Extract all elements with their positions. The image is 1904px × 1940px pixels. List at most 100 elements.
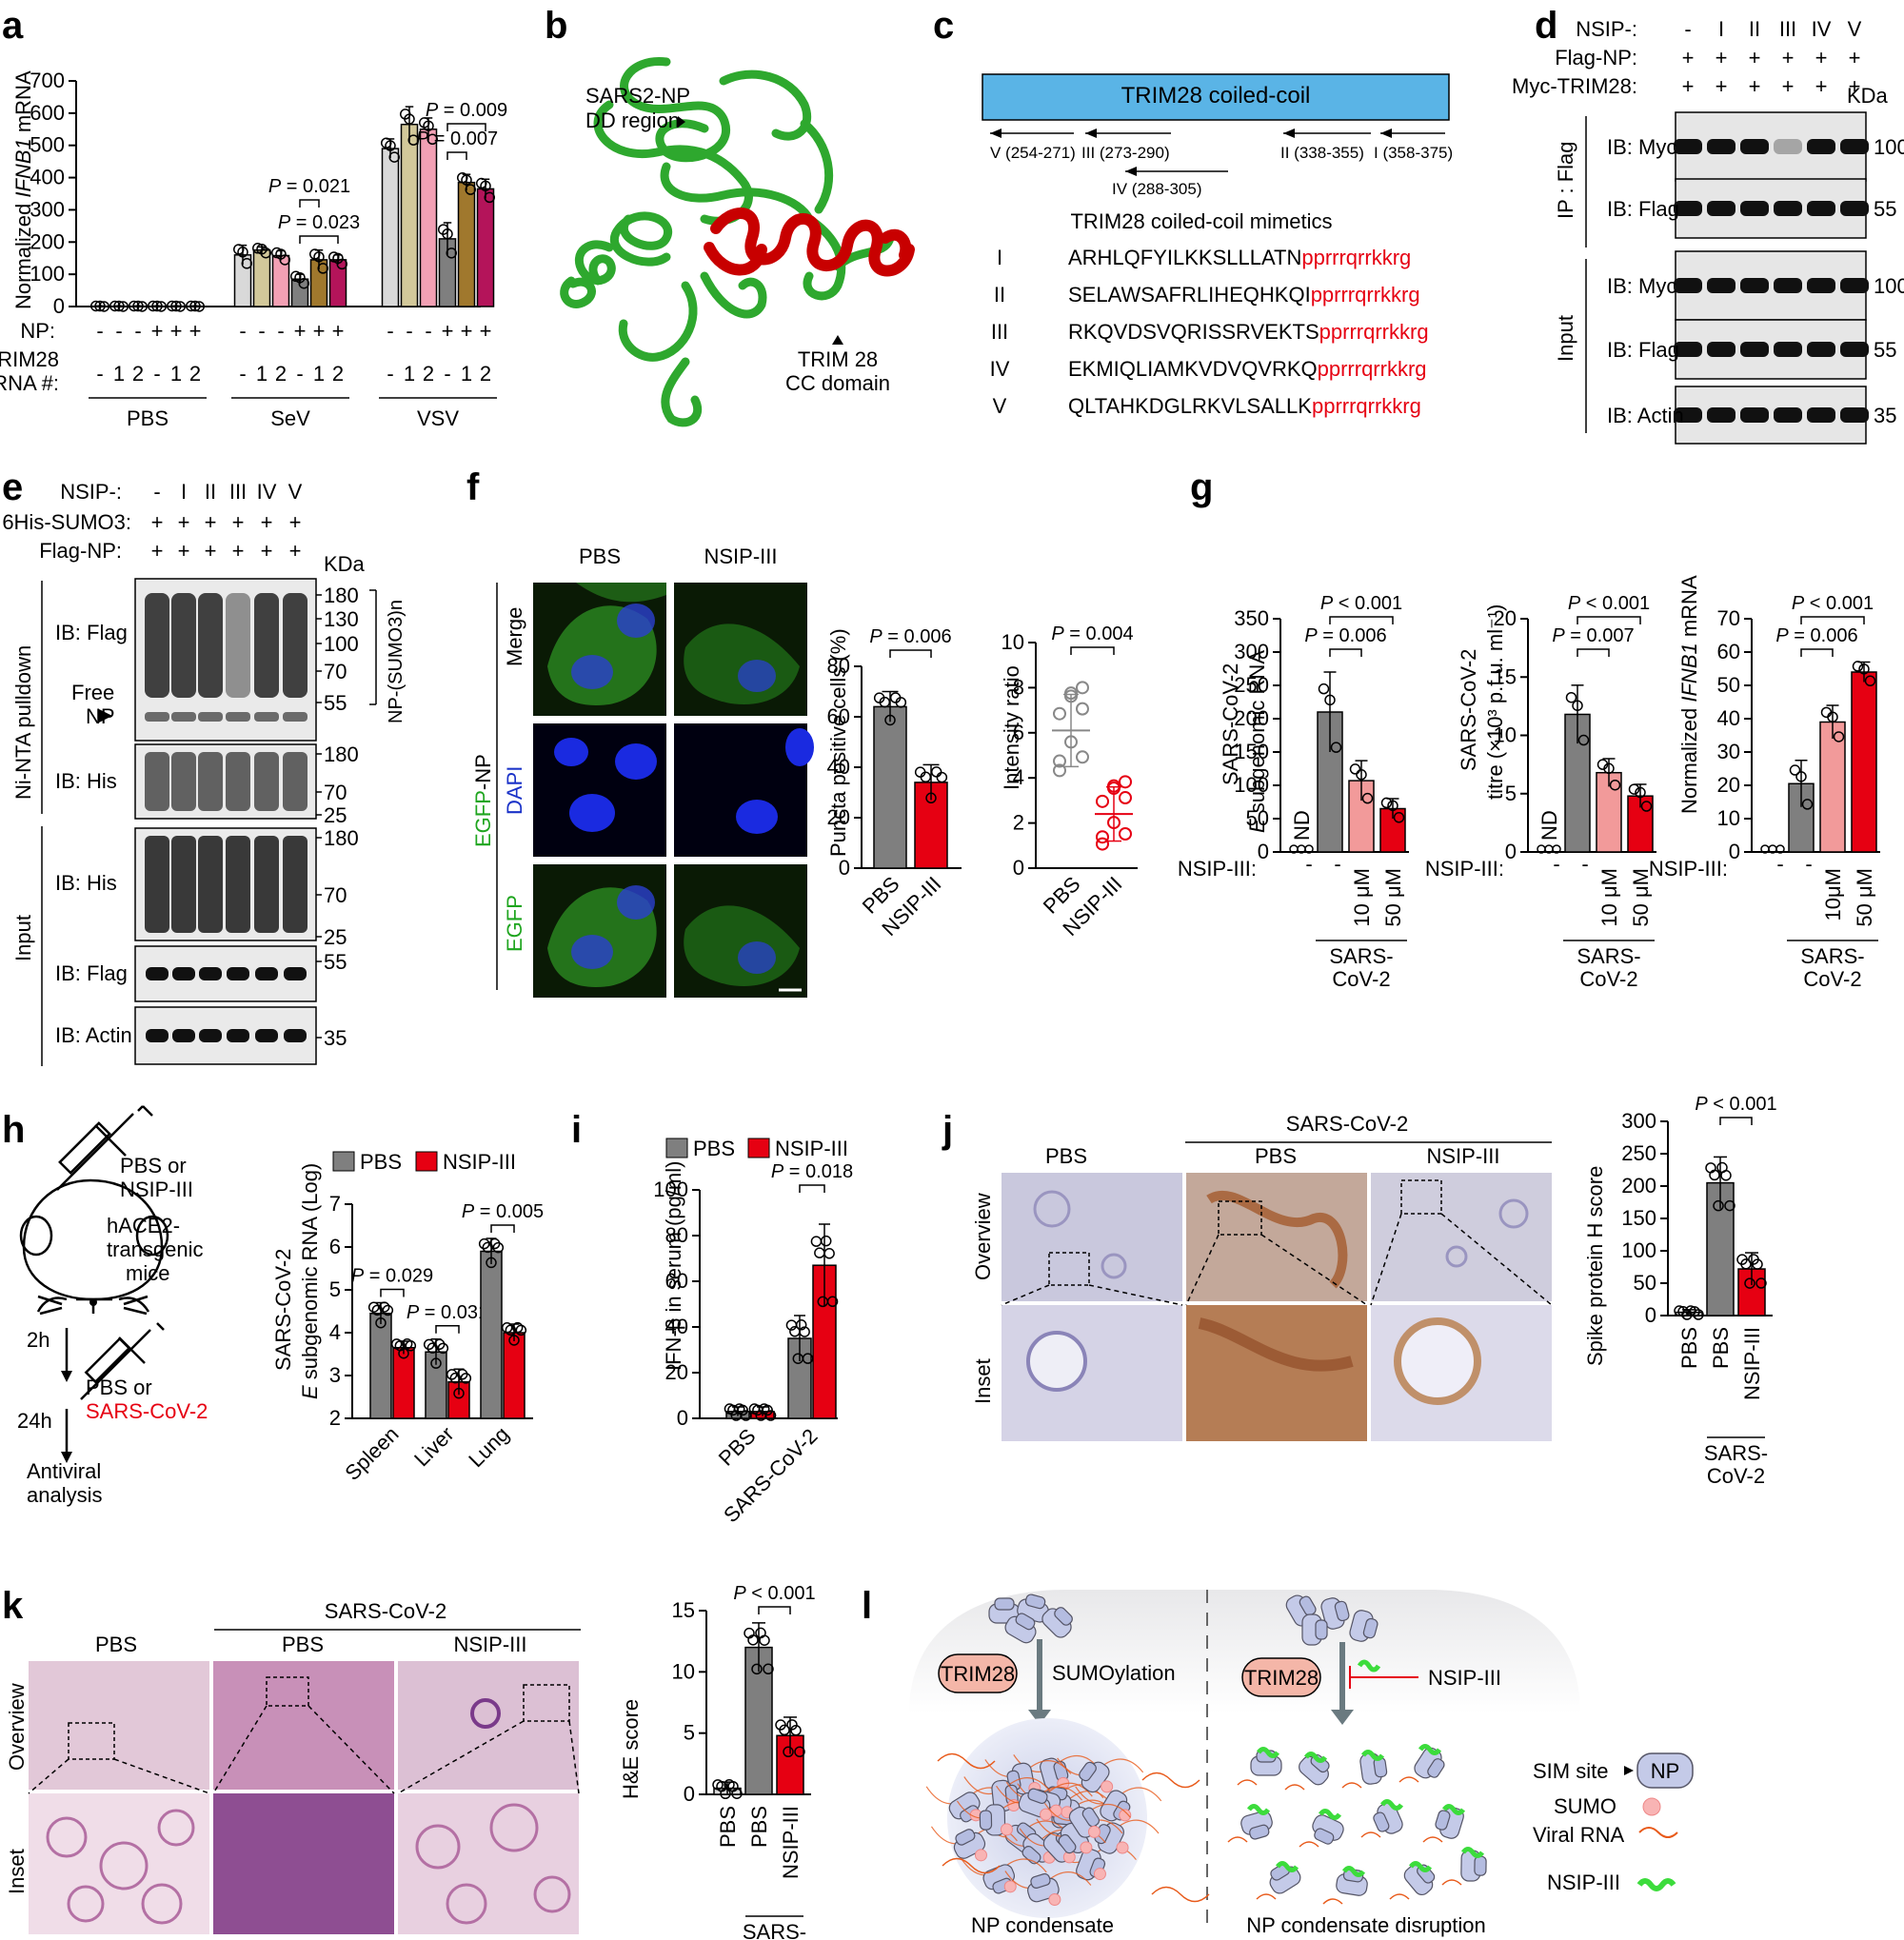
f2-pvalue-bracket (1070, 646, 1115, 655)
d-band (1774, 278, 1802, 293)
f1-point (925, 792, 937, 804)
g3-ytick-label: 60 (1717, 640, 1740, 663)
g1-ytick-label: 100 (1234, 773, 1269, 797)
d-lane-nsip: IV (1812, 17, 1832, 41)
g3-point (1833, 731, 1845, 742)
l-condensate-label: NP condensate (971, 1913, 1114, 1937)
a-point (423, 120, 434, 131)
f2-point (1096, 794, 1109, 808)
a-np-label: NP: (20, 319, 55, 343)
c-peptide-tail: pprrrqrrkkrg (1301, 246, 1411, 269)
p-italic: P (407, 1302, 420, 1323)
g2-point (1552, 844, 1561, 854)
e-smear (226, 593, 250, 698)
a-chart: 0100200300400500600700---1-2+-+1+2---1-2… (30, 69, 507, 386)
f1-point (936, 771, 948, 783)
d-band (1707, 342, 1735, 357)
e-lane-nsip: II (205, 480, 216, 504)
e-blot-label: IB: His (55, 871, 117, 895)
e-lane-flag: + (178, 539, 190, 563)
d-row-nsip: NSIP-: (1576, 17, 1637, 41)
f1-point (884, 714, 896, 726)
g1-x-label: - (1334, 852, 1340, 876)
h-point (446, 1369, 458, 1380)
f1-ytick-label: 20 (827, 805, 850, 829)
d-lane-myc: + (1716, 74, 1728, 98)
f2-point (1076, 702, 1089, 716)
e-free-np-band (226, 712, 250, 722)
l-np-free (1240, 1811, 1273, 1840)
h-bar (480, 1250, 503, 1419)
d-marker: 55 (1874, 197, 1896, 221)
g1-group-label: CoV-2 (1332, 967, 1390, 991)
k-point (786, 1719, 798, 1731)
a-np-mark: - (96, 319, 103, 343)
h-point (508, 1335, 520, 1346)
d-lane-nsip: III (1779, 17, 1796, 41)
l-viral-rna (1441, 1879, 1462, 1886)
j-x-label: NSIP-III (1740, 1327, 1764, 1400)
d-band (1840, 139, 1869, 154)
g3-x-label: - (1776, 852, 1783, 876)
h-point (486, 1257, 497, 1269)
p-italic: P (278, 212, 291, 233)
d-lane-nsip: II (1749, 17, 1760, 41)
f2-ytick-label: 0 (1013, 856, 1024, 880)
a-shrna-mark: 2 (189, 362, 201, 386)
g3-bar (1851, 671, 1877, 853)
j-point (1724, 1199, 1735, 1212)
i-ytick-label: 40 (665, 1315, 688, 1338)
d-band (1674, 407, 1702, 423)
l-sumo (1101, 1780, 1114, 1793)
g2-x-label: 10 μM (1597, 868, 1621, 927)
g1-ytick-label: 0 (1258, 840, 1269, 863)
c-arrowheads (990, 129, 1392, 176)
j-pvalue-bracket (1719, 1117, 1753, 1125)
e-row-flag: Flag-NP: (39, 539, 122, 563)
b-np-pointer (678, 116, 685, 128)
c-peptide-tail: pprrrqrrkkrg (1311, 283, 1420, 307)
k-point (720, 1788, 731, 1800)
h-point (460, 1373, 472, 1384)
e-free-np-arrow (99, 709, 112, 723)
l-background (909, 1590, 1580, 1713)
f-col-nsip: NSIP-III (704, 544, 777, 568)
a-point (260, 247, 271, 259)
a-point (313, 251, 325, 263)
g3-point (1801, 799, 1814, 810)
g2-nd: ND (1537, 810, 1561, 841)
a-shrna-label-2: shRNA #: (0, 371, 59, 395)
a-point (237, 247, 248, 258)
h-point (367, 1301, 380, 1313)
e-smear (254, 752, 279, 811)
h-chart: 2 3 4 5 6 7 Spleen P = 0.029 Liver P = 0.031 Lung P… (329, 1192, 544, 1485)
l-nsip-bound (1341, 1866, 1366, 1877)
j-group-label: SARS- (1704, 1441, 1768, 1465)
e-band (172, 1029, 195, 1042)
a-shrna-mark: 1 (404, 362, 415, 386)
b-cc-label-2: CC domain (785, 371, 890, 395)
g2-ytick-label: 15 (1494, 664, 1517, 688)
e-lane-his: + (151, 510, 164, 534)
h-point (437, 1342, 449, 1355)
i-point (814, 1247, 825, 1258)
d-band (1707, 139, 1735, 154)
g2-point (1635, 786, 1646, 799)
panel-label-d: d (1535, 5, 1557, 47)
l-legend-sumo: SUMO (1554, 1794, 1616, 1818)
e-smear (283, 836, 307, 933)
g2-x-label: - (1553, 852, 1559, 876)
p-rest: = 0.021 (281, 176, 350, 197)
g2-x-label: 50 μM (1629, 868, 1653, 927)
h-x-label: Liver (409, 1422, 458, 1471)
g1-nd: ND (1290, 810, 1314, 841)
f1-bar (873, 705, 907, 869)
k-header: SARS-CoV-2 (325, 1599, 446, 1623)
l-sumo (1003, 1880, 1017, 1893)
p-rest: < 0.001 (1804, 593, 1874, 614)
j-ytick-label: 250 (1621, 1141, 1656, 1165)
d-lane-flag: + (1815, 46, 1828, 69)
p-italic: P (1775, 625, 1789, 646)
